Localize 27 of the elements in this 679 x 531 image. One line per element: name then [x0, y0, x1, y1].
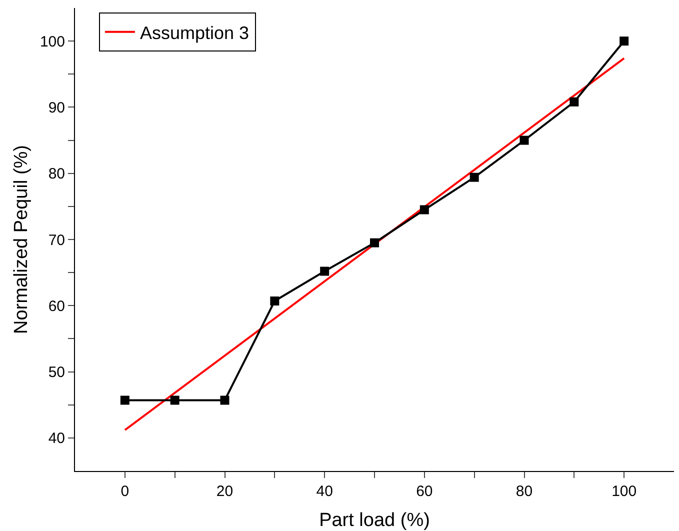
x-tick-label: 80 [516, 483, 533, 500]
legend-label: Assumption 3 [140, 22, 250, 43]
x-tick-label: 60 [416, 483, 433, 500]
y-axis-title: Normalized Pequil (%) [11, 144, 32, 334]
x-tick-label: 0 [120, 483, 130, 500]
point [270, 296, 280, 306]
x-tick-label: 20 [216, 483, 234, 500]
y-tick-label: 40 [48, 430, 65, 448]
x-tick-label: 40 [316, 483, 333, 500]
y-tick-label: 70 [48, 232, 65, 249]
y-tick-label: 90 [48, 99, 65, 116]
y-tick-label: 60 [48, 298, 65, 315]
point [520, 136, 529, 145]
x-axis-title: Part load (%) [319, 510, 430, 531]
point [470, 172, 479, 182]
y-tick-label: 100 [40, 33, 65, 50]
point [320, 266, 330, 276]
point [620, 36, 629, 46]
point [570, 97, 579, 106]
point [370, 238, 379, 248]
point [420, 205, 429, 214]
y-tick-label: 50 [48, 364, 65, 382]
point [120, 396, 130, 405]
x-tick-label: 100 [612, 483, 637, 500]
point [170, 396, 180, 405]
y-tick-label: 80 [48, 166, 65, 183]
point [220, 396, 230, 405]
